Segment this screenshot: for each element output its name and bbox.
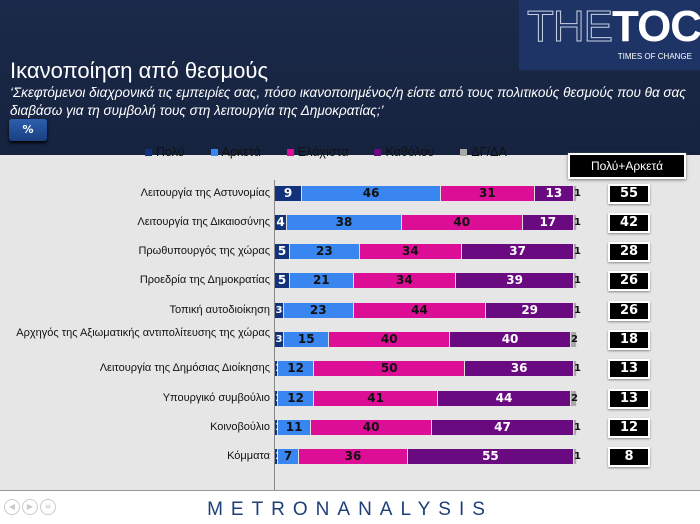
legend-item: Ελάχιστα xyxy=(286,145,349,159)
total-value: 26 xyxy=(608,301,650,321)
bar-segment-ΔΓ/ΔΑ: 2 xyxy=(570,391,578,406)
bar-segment-Αρκετά: 7 xyxy=(278,449,300,464)
legend-swatch xyxy=(460,149,468,156)
total-value: 8 xyxy=(608,447,650,467)
metronanalysis-logo: METRONANALYSIS xyxy=(207,499,493,520)
bar-segment-Αρκετά: 23 xyxy=(284,303,354,318)
category-label: Λειτουργία της Αστυνομίας xyxy=(140,187,270,199)
category-label: Λειτουργία της Δημόσιας Διοίκησης xyxy=(99,362,270,374)
category-label: Κοινοβούλιο xyxy=(210,421,270,433)
bar-segment-ΔΓ/ΔΑ: 1 xyxy=(573,449,581,464)
bar-segment-Πολύ: 5 xyxy=(275,244,291,259)
bar-segment-Πολύ: 3 xyxy=(275,303,285,318)
legend-item: Πολύ xyxy=(145,145,185,159)
total-value: 13 xyxy=(608,389,650,409)
legend-swatch xyxy=(210,149,218,156)
category-label: Κόμματα xyxy=(227,450,270,462)
bar-segment-ΔΓ/ΔΑ: 1 xyxy=(573,303,581,318)
thetoc-logo: THETOC TIMES OF CHANGE xyxy=(519,0,700,70)
footer: ◀ ▶ ≡ METRONANALYSIS xyxy=(0,490,700,524)
legend-swatch xyxy=(286,149,294,156)
category-label: Τοπική αυτοδιοίκηση xyxy=(169,304,270,316)
category-label: Υπουργικό συμβούλιο xyxy=(162,392,270,404)
bar-segment-Αρκετά: 38 xyxy=(287,215,402,230)
legend-label: Ελάχιστα xyxy=(297,145,349,159)
bar-segment-Καθόλου: 55 xyxy=(407,449,574,464)
bar-segment-Ελάχιστα: 40 xyxy=(329,332,451,347)
bar-segment-ΔΓ/ΔΑ: 1 xyxy=(573,244,581,259)
total-value: 18 xyxy=(608,330,650,350)
y-axis-line xyxy=(274,180,275,490)
totals-header: Πολύ+Αρκετά xyxy=(568,153,686,179)
bar-segment-Αρκετά: 46 xyxy=(302,186,442,201)
bar-segment-Καθόλου: 13 xyxy=(534,186,574,201)
total-value: 12 xyxy=(608,418,650,438)
legend-item: Αρκετά xyxy=(210,145,261,159)
total-value: 42 xyxy=(608,213,650,233)
bar-segment-ΔΓ/ΔΑ: 1 xyxy=(573,273,581,288)
chart-area xyxy=(0,155,700,490)
bar-segment-Καθόλου: 47 xyxy=(432,420,574,435)
category-label: Λειτουργία της Δικαιοσύνης xyxy=(137,216,270,228)
bar-segment-Πολύ: 4 xyxy=(275,215,288,230)
bar-segment-Αρκετά: 12 xyxy=(278,391,315,406)
total-value: 28 xyxy=(608,242,650,262)
unit-badge: % xyxy=(9,119,47,141)
bar-segment-ΔΓ/ΔΑ: 1 xyxy=(573,361,581,376)
bar-segment-Καθόλου: 39 xyxy=(456,273,574,288)
bar-segment-Καθόλου: 40 xyxy=(450,332,571,347)
bar-segment-Ελάχιστα: 41 xyxy=(314,391,439,406)
total-value: 55 xyxy=(608,184,650,204)
bar-segment-Ελάχιστα: 40 xyxy=(401,215,523,230)
total-value: 13 xyxy=(608,359,650,379)
legend-label: Πολύ xyxy=(156,145,185,159)
bar-segment-Καθόλου: 37 xyxy=(462,244,574,259)
question-text: ‘Σκεφτόμενοι διαχρονικά τις εμπειρίες σα… xyxy=(10,85,686,118)
bar-segment-Αρκετά: 12 xyxy=(278,361,315,376)
next-icon[interactable]: ▶ xyxy=(22,499,38,515)
bar-segment-ΔΓ/ΔΑ: 1 xyxy=(573,420,581,435)
legend: Πολύ Αρκετά Ελάχιστα Καθόλου ΔΓ/ΔΑ xyxy=(145,145,507,159)
bar-segment-Αρκετά: 21 xyxy=(290,273,354,288)
bar-segment-Ελάχιστα: 31 xyxy=(441,186,535,201)
legend-label: Καθόλου xyxy=(385,145,435,159)
bar-segment-Ελάχιστα: 34 xyxy=(353,273,457,288)
bar-segment-Πολύ: 3 xyxy=(275,332,285,347)
bar-segment-ΔΓ/ΔΑ: 2 xyxy=(570,332,578,347)
bar-segment-Ελάχιστα: 40 xyxy=(311,420,433,435)
bar-segment-Αρκετά: 15 xyxy=(284,332,330,347)
page-title: Ικανοποίηση από θεσμούς xyxy=(10,58,269,83)
category-label: Πρωθυπουργός της χώρας xyxy=(138,245,270,257)
prev-icon[interactable]: ◀ xyxy=(4,499,20,515)
bar-segment-Ελάχιστα: 44 xyxy=(353,303,487,318)
bar-segment-Καθόλου: 29 xyxy=(486,303,574,318)
legend-item: Καθόλου xyxy=(374,145,434,159)
bar-segment-Πολύ: 9 xyxy=(275,186,303,201)
category-label: Αρχηγός της Αξιωματικής αντιπολίτευσης τ… xyxy=(16,327,270,339)
bar-segment-Καθόλου: 36 xyxy=(465,361,574,376)
total-value: 26 xyxy=(608,271,650,291)
bar-segment-Καθόλου: 17 xyxy=(522,215,574,230)
legend-swatch xyxy=(145,149,152,156)
bar-segment-Καθόλου: 44 xyxy=(438,391,571,406)
menu-icon[interactable]: ≡ xyxy=(40,499,56,515)
category-label: Προεδρία της Δημοκρατίας xyxy=(139,274,270,286)
logo-tagline: TIMES OF CHANGE xyxy=(617,52,692,61)
bar-segment-Αρκετά: 11 xyxy=(278,420,312,435)
legend-label: Αρκετά xyxy=(221,145,261,159)
bar-segment-Ελάχιστα: 36 xyxy=(299,449,408,464)
bar-segment-ΔΓ/ΔΑ: 1 xyxy=(573,215,581,230)
legend-label: ΔΓ/ΔΑ xyxy=(471,145,507,159)
legend-swatch xyxy=(374,149,382,156)
bar-segment-ΔΓ/ΔΑ: 1 xyxy=(573,186,581,201)
bar-segment-Αρκετά: 23 xyxy=(290,244,360,259)
legend-item: ΔΓ/ΔΑ xyxy=(460,145,507,159)
bar-segment-Ελάχιστα: 50 xyxy=(314,361,466,376)
bar-segment-Ελάχιστα: 34 xyxy=(359,244,463,259)
bar-segment-Πολύ: 5 xyxy=(275,273,291,288)
